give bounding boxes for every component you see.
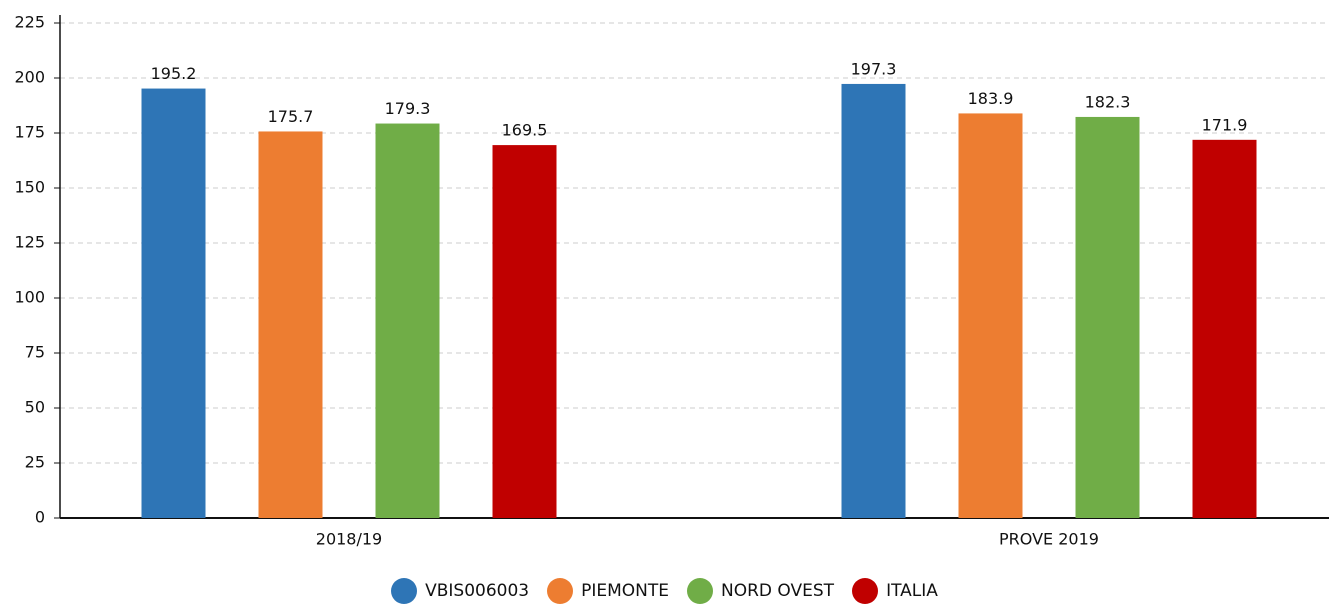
bar [258,131,323,518]
y-tick-label: 25 [25,453,45,472]
legend-swatch [547,578,574,604]
data-label: 171.9 [1202,115,1248,134]
y-tick-label: 150 [14,178,45,197]
bar [1075,116,1140,518]
legend-item: VBIS006003 [391,578,529,604]
y-tick-label: 0 [35,508,45,527]
y-tick-label: 75 [25,343,45,362]
data-label: 183.9 [968,89,1014,108]
x-tick-label: 2018/19 [316,530,382,549]
y-tick-label: 225 [14,13,45,32]
data-label: 175.7 [268,107,314,126]
x-tick-label: PROVE 2019 [999,530,1099,549]
legend-label: ITALIA [886,581,938,601]
y-tick-label: 125 [14,233,45,252]
y-tick-label: 50 [25,398,45,417]
legend-item: PIEMONTE [547,578,669,604]
legend-label: VBIS006003 [425,581,530,601]
legend-swatch [687,578,714,604]
legend-swatch [852,578,879,604]
y-tick-label: 200 [14,68,45,87]
data-label: 182.3 [1085,92,1131,111]
y-tick-label: 175 [14,123,45,142]
legend-label: PIEMONTE [581,581,670,601]
data-label: 195.2 [151,64,197,83]
bar [841,83,906,518]
data-label: 169.5 [502,121,548,140]
legend-item: NORD OVEST [687,578,834,604]
data-label: 197.3 [851,59,897,78]
legend-item: ITALIA [852,578,938,604]
bar [958,113,1023,519]
legend: VBIS006003 PIEMONTE NORD OVEST ITALIA [0,578,1329,604]
legend-label: NORD OVEST [721,581,835,601]
data-label: 179.3 [385,99,431,118]
bar [1192,139,1257,518]
legend-swatch [391,578,418,604]
bar [492,145,557,518]
chart: 0 25 50 75 100 125 150 175 200 225 2018/19 195.2 175… [14,13,1329,549]
bar [375,123,440,518]
bar [141,88,206,518]
y-tick-label: 100 [14,288,45,307]
